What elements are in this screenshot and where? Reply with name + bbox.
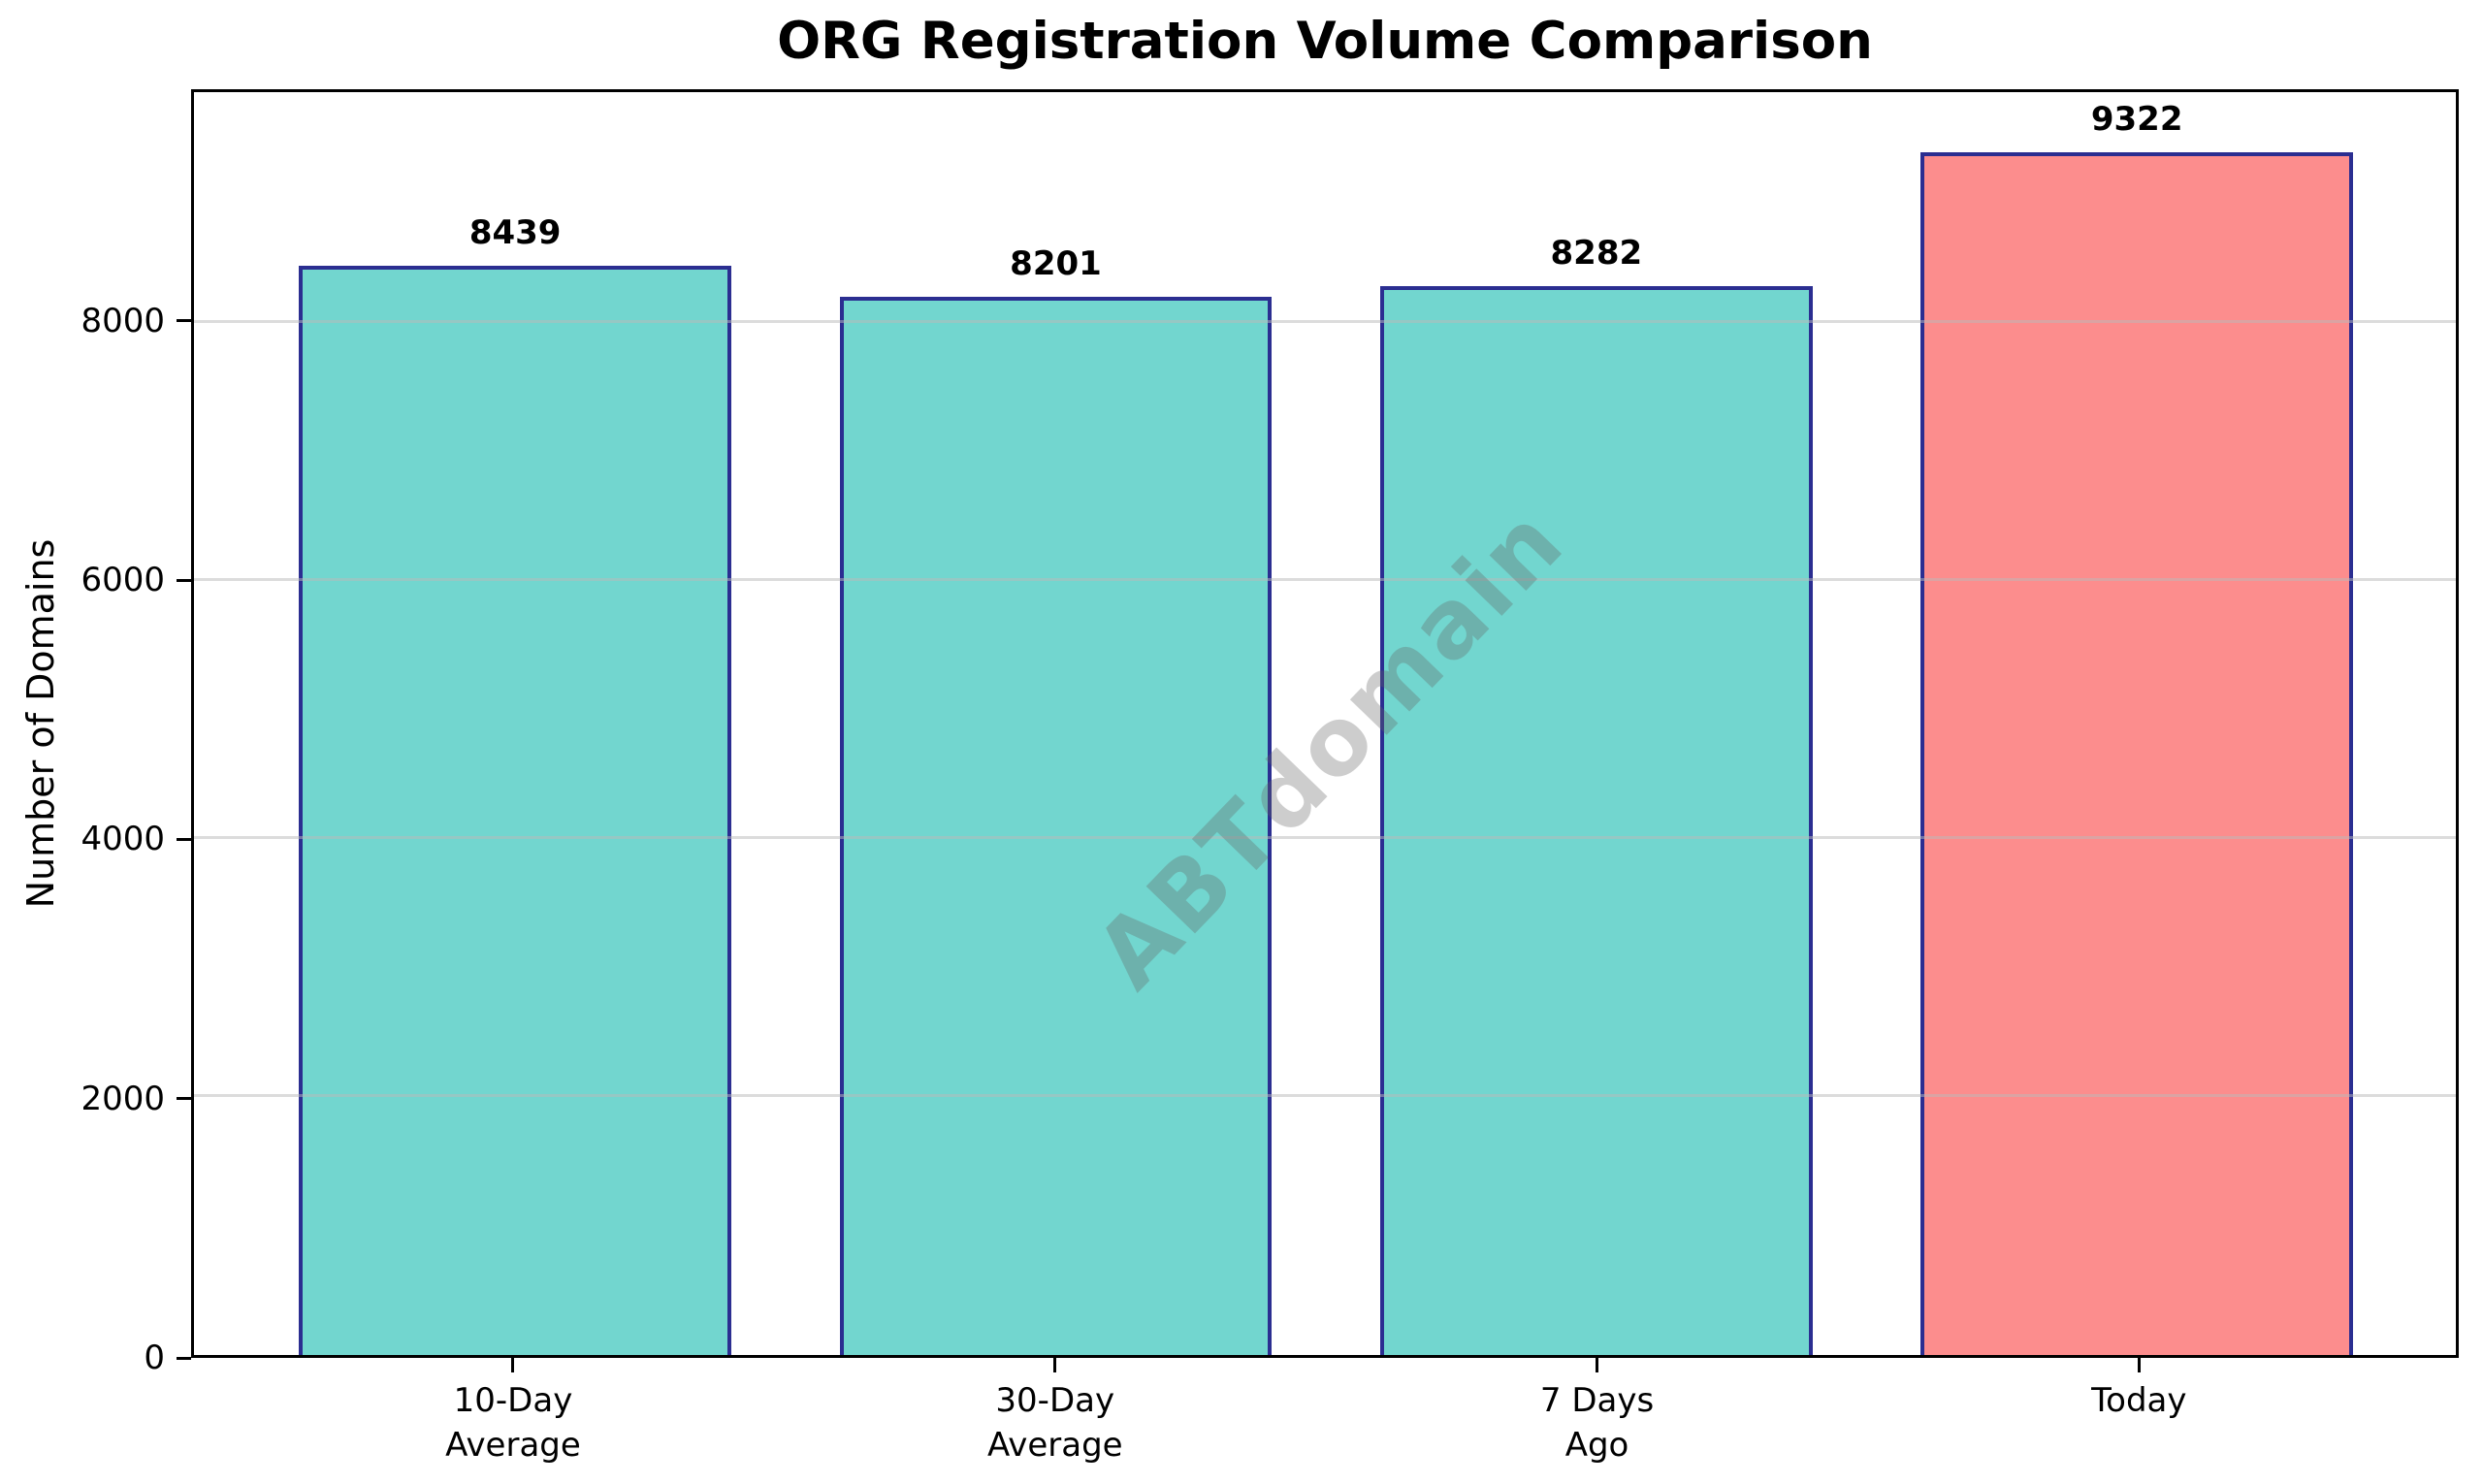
x-tick-label: 7 Days Ago: [1539, 1381, 1655, 1465]
gridline: [194, 835, 2456, 839]
bar-2: [839, 297, 1273, 1355]
x-tick-label: 30-Day Average: [986, 1381, 1123, 1465]
y-tick-label: 0: [144, 1339, 165, 1377]
y-tick-label: 2000: [81, 1079, 165, 1118]
y-tick-mark: [177, 319, 191, 323]
gridline: [194, 319, 2456, 323]
bar-1: [299, 266, 731, 1355]
y-tick-mark: [177, 837, 191, 841]
y-tick-label: 4000: [81, 820, 165, 859]
y-tick-label: 8000: [81, 301, 165, 340]
chart-title: ORG Registration Volume Comparison: [777, 12, 1873, 71]
plot-area: 8439 8201 8282 9322 ABTdomain: [191, 89, 2459, 1358]
y-tick-label: 6000: [81, 561, 165, 600]
bar-4: [1920, 152, 2353, 1355]
x-tick-mark: [2137, 1358, 2141, 1372]
bar-value-label: 8201: [1010, 244, 1102, 284]
bar-value-label: 9322: [2090, 100, 2183, 139]
gridline: [194, 577, 2456, 581]
gridline: [194, 1093, 2456, 1097]
x-tick-mark: [1053, 1358, 1057, 1372]
bar-value-label: 8282: [1550, 234, 1643, 274]
bar-3: [1380, 286, 1813, 1355]
x-tick-mark: [1596, 1358, 1599, 1372]
x-tick-label: Today: [2091, 1381, 2187, 1420]
x-tick-mark: [511, 1358, 515, 1372]
y-tick-mark: [177, 1356, 191, 1360]
y-axis-label: Number of Domains: [19, 538, 62, 909]
bar-value-label: 8439: [468, 213, 562, 253]
x-tick-label: 10-Day Average: [445, 1381, 581, 1465]
y-tick-mark: [177, 578, 191, 582]
y-tick-mark: [177, 1097, 191, 1101]
